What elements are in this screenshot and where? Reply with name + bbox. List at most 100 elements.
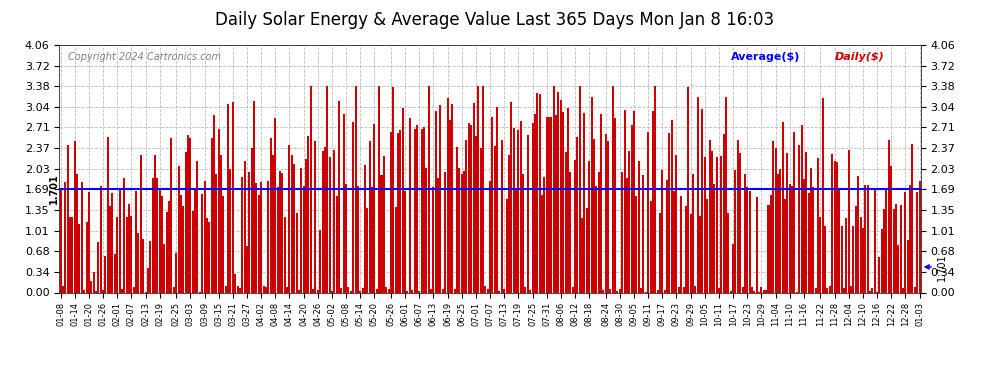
Bar (888, 140, 890, 292)
Bar (668, 134, 670, 292)
Bar (829, 286, 831, 292)
Bar (902, 288, 904, 292)
Bar (489, 181, 491, 292)
Bar (161, 196, 163, 292)
Bar (357, 186, 359, 292)
Bar (704, 158, 706, 292)
Bar (675, 155, 677, 292)
Bar (204, 181, 206, 292)
Bar (158, 189, 160, 292)
Bar (824, 226, 826, 292)
Bar (690, 214, 692, 292)
Bar (487, 290, 489, 292)
Bar (779, 169, 781, 292)
Bar (73, 141, 76, 292)
Bar (423, 127, 425, 292)
Bar (864, 185, 866, 292)
Bar (772, 141, 774, 292)
Bar (501, 140, 503, 292)
Bar (85, 222, 87, 292)
Bar (510, 102, 512, 292)
Bar (619, 289, 621, 292)
Bar (866, 186, 868, 292)
Bar (397, 133, 399, 292)
Bar (718, 288, 720, 292)
Bar (607, 141, 609, 292)
Bar (416, 125, 418, 292)
Bar (368, 141, 370, 292)
Bar (468, 123, 470, 292)
Bar (723, 134, 725, 292)
Bar (121, 289, 123, 292)
Bar (659, 213, 661, 292)
Bar (583, 112, 585, 292)
Bar (859, 217, 861, 292)
Bar (100, 186, 102, 292)
Bar (411, 290, 413, 292)
Bar (541, 195, 543, 292)
Bar (735, 170, 737, 292)
Bar (329, 157, 331, 292)
Bar (548, 117, 550, 292)
Bar (796, 291, 798, 292)
Bar (147, 268, 148, 292)
Bar (131, 216, 133, 292)
Bar (711, 151, 713, 292)
Bar (900, 205, 902, 292)
Bar (126, 217, 128, 292)
Bar (839, 189, 841, 292)
Bar (890, 166, 892, 292)
Bar (267, 182, 269, 292)
Bar (605, 134, 607, 292)
Bar (854, 206, 856, 292)
Bar (832, 154, 834, 292)
Bar (562, 112, 564, 292)
Bar (682, 287, 684, 292)
Bar (621, 172, 623, 292)
Bar (692, 174, 694, 292)
Bar (402, 108, 404, 292)
Bar (438, 178, 440, 292)
Bar (518, 130, 520, 292)
Bar (180, 195, 182, 292)
Bar (64, 182, 66, 292)
Bar (748, 191, 750, 292)
Bar (366, 208, 368, 292)
Bar (165, 212, 167, 292)
Bar (786, 153, 788, 292)
Bar (470, 126, 472, 292)
Bar (557, 92, 559, 292)
Bar (182, 206, 184, 292)
Bar (338, 100, 340, 292)
Bar (767, 205, 769, 292)
Bar (168, 201, 170, 292)
Bar (552, 86, 554, 292)
Bar (88, 192, 90, 292)
Bar (343, 114, 345, 292)
Bar (395, 207, 397, 292)
Bar (392, 87, 394, 292)
Bar (513, 128, 515, 292)
Bar (742, 287, 743, 292)
Bar (706, 199, 708, 292)
Bar (312, 289, 314, 292)
Bar (508, 155, 510, 292)
Bar (895, 204, 897, 292)
Bar (433, 188, 435, 292)
Bar (138, 233, 140, 292)
Bar (97, 242, 99, 292)
Bar (732, 244, 735, 292)
Bar (322, 151, 324, 292)
Bar (235, 274, 237, 292)
Bar (315, 141, 317, 292)
Bar (600, 114, 602, 292)
Bar (907, 240, 909, 292)
Bar (310, 86, 312, 292)
Bar (777, 174, 779, 292)
Bar (530, 290, 532, 292)
Bar (638, 161, 640, 292)
Bar (725, 96, 727, 292)
Bar (284, 217, 286, 292)
Bar (730, 291, 732, 292)
Bar (276, 187, 278, 292)
